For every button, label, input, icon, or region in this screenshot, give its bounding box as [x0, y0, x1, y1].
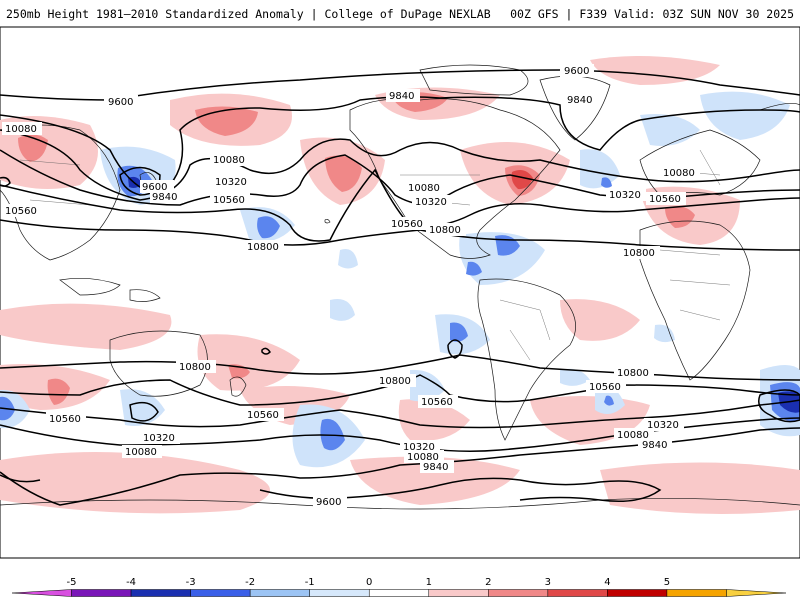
- colorbar-tick-label: -2: [245, 577, 255, 588]
- colorbar-swatch: [547, 589, 608, 597]
- contour-label: 9840: [423, 462, 448, 473]
- colorbar-swatch: [428, 589, 489, 597]
- contour-label: 9600: [316, 497, 341, 508]
- colorbar-tick-label: 3: [545, 577, 551, 588]
- contour-label: 10080: [213, 155, 245, 166]
- colorbar-tick-label: 1: [426, 577, 432, 588]
- contour-labels: 9600 9600 9600 9600 9840 9840 9840 9840 …: [2, 64, 700, 508]
- contour-label: 10320: [609, 190, 641, 201]
- chart-title: 250mb Height 1981–2010 Standardized Anom…: [6, 7, 491, 21]
- contour-label: 10080: [5, 124, 37, 135]
- colorbar-swatch: [11, 589, 72, 597]
- contour-label: 10800: [247, 242, 279, 253]
- colorbar-tick-label: 0: [366, 577, 372, 588]
- contour-label: 10080: [408, 183, 440, 194]
- colorbar-tick-label: -3: [186, 577, 196, 588]
- contour-label: 10320: [143, 433, 175, 444]
- colorbar: -5 -4 -3 -2 -1 0 1 2 3 4 5: [11, 577, 787, 597]
- contour-label: 10560: [5, 206, 37, 217]
- colorbar-swatch: [130, 589, 191, 597]
- colorbar-swatch: [666, 589, 727, 597]
- contour-label: 10320: [215, 177, 247, 188]
- contour-label: 9840: [642, 440, 667, 451]
- colorbar-tick-label: -5: [67, 577, 77, 588]
- colorbar-tick-label: 4: [604, 577, 610, 588]
- contour-label: 10560: [649, 194, 681, 205]
- contour-label: 10800: [179, 362, 211, 373]
- colorbar-tick-label: 2: [485, 577, 491, 588]
- contour-label: 10080: [125, 447, 157, 458]
- contour-label: 9600: [564, 66, 589, 77]
- contour-label: 9840: [567, 95, 592, 106]
- colorbar-swatch: [71, 589, 132, 597]
- contour-label: 10320: [647, 420, 679, 431]
- contour-label: 9600: [142, 182, 167, 193]
- contour-label: 10320: [403, 442, 435, 453]
- very-strong-positive-shading: [511, 170, 533, 190]
- contour-label: 10800: [379, 376, 411, 387]
- contour-label: 10080: [617, 430, 649, 441]
- contour-label: 10560: [589, 382, 621, 393]
- negative-anomaly-shading: [0, 91, 800, 468]
- contour-label: 10320: [415, 197, 447, 208]
- contour-label: 10560: [213, 195, 245, 206]
- model-run-info: 00Z GFS | F339 Valid: 03Z SUN NOV 30 202…: [510, 7, 794, 21]
- colorbar-swatch: [488, 589, 549, 597]
- colorbar-swatch: [607, 589, 668, 597]
- colorbar-swatch: [309, 589, 370, 597]
- contour-label: 10560: [49, 414, 81, 425]
- contour-label: 10800: [623, 248, 655, 259]
- contour-label: 10800: [617, 368, 649, 379]
- contour-label: 9840: [389, 91, 414, 102]
- contour-label: 10080: [663, 168, 695, 179]
- contour-label: 10560: [247, 410, 279, 421]
- contour-label: 9600: [108, 97, 133, 108]
- coastlines: [0, 64, 800, 510]
- colorbar-swatch: [249, 589, 310, 597]
- contour-label: 9840: [152, 192, 177, 203]
- contour-label: 10080: [407, 452, 439, 463]
- contour-label: 10800: [429, 225, 461, 236]
- colorbar-tick-label: 5: [664, 577, 670, 588]
- colorbar-tick-label: -4: [126, 577, 136, 588]
- colorbar-swatch: [726, 589, 787, 597]
- colorbar-swatch: [190, 589, 251, 597]
- colorbar-tick-label: -1: [305, 577, 315, 588]
- contour-label: 10560: [421, 397, 453, 408]
- colorbar-swatch: [368, 589, 430, 597]
- contour-label: 10560: [391, 219, 423, 230]
